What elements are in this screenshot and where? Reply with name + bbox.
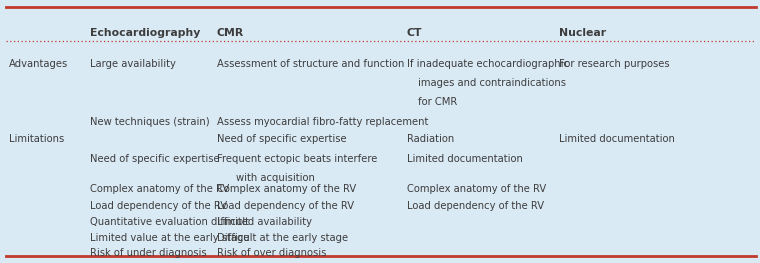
Text: Complex anatomy of the RV: Complex anatomy of the RV [90, 184, 229, 194]
Text: Nuclear: Nuclear [559, 28, 606, 38]
Text: Assessment of structure and function: Assessment of structure and function [217, 59, 404, 69]
Text: CMR: CMR [217, 28, 244, 38]
Text: CT: CT [407, 28, 422, 38]
Text: Large availability: Large availability [90, 59, 176, 69]
Text: Need of specific expertise: Need of specific expertise [90, 154, 220, 164]
Text: Limitations: Limitations [9, 134, 65, 144]
Text: Load dependency of the RV: Load dependency of the RV [90, 201, 226, 211]
Text: Difficult at the early stage: Difficult at the early stage [217, 233, 348, 243]
Text: For research purposes: For research purposes [559, 59, 670, 69]
Text: Complex anatomy of the RV: Complex anatomy of the RV [217, 184, 356, 194]
Text: Radiation: Radiation [407, 134, 454, 144]
Text: Need of specific expertise: Need of specific expertise [217, 134, 347, 144]
Text: for CMR: for CMR [418, 97, 458, 107]
Text: New techniques (strain): New techniques (strain) [90, 117, 209, 127]
Text: Risk of under diagnosis: Risk of under diagnosis [90, 248, 206, 258]
Text: Assess myocardial fibro-fatty replacement: Assess myocardial fibro-fatty replacemen… [217, 117, 428, 127]
Text: with acquisition: with acquisition [236, 173, 315, 183]
Text: images and contraindications: images and contraindications [418, 78, 566, 88]
Text: Risk of over diagnosis: Risk of over diagnosis [217, 248, 326, 258]
Text: Limited availability: Limited availability [217, 217, 312, 227]
Text: Limited documentation: Limited documentation [559, 134, 674, 144]
Text: Advantages: Advantages [9, 59, 68, 69]
Text: Load dependency of the RV: Load dependency of the RV [217, 201, 353, 211]
Text: Quantitative evaluation difficult: Quantitative evaluation difficult [90, 217, 249, 227]
Text: Limited value at the early stage: Limited value at the early stage [90, 233, 249, 243]
Text: Load dependency of the RV: Load dependency of the RV [407, 201, 543, 211]
Text: Complex anatomy of the RV: Complex anatomy of the RV [407, 184, 546, 194]
Text: Frequent ectopic beats interfere: Frequent ectopic beats interfere [217, 154, 377, 164]
Text: Limited documentation: Limited documentation [407, 154, 522, 164]
Text: Echocardiography: Echocardiography [90, 28, 200, 38]
Text: If inadequate echocardiographic: If inadequate echocardiographic [407, 59, 568, 69]
